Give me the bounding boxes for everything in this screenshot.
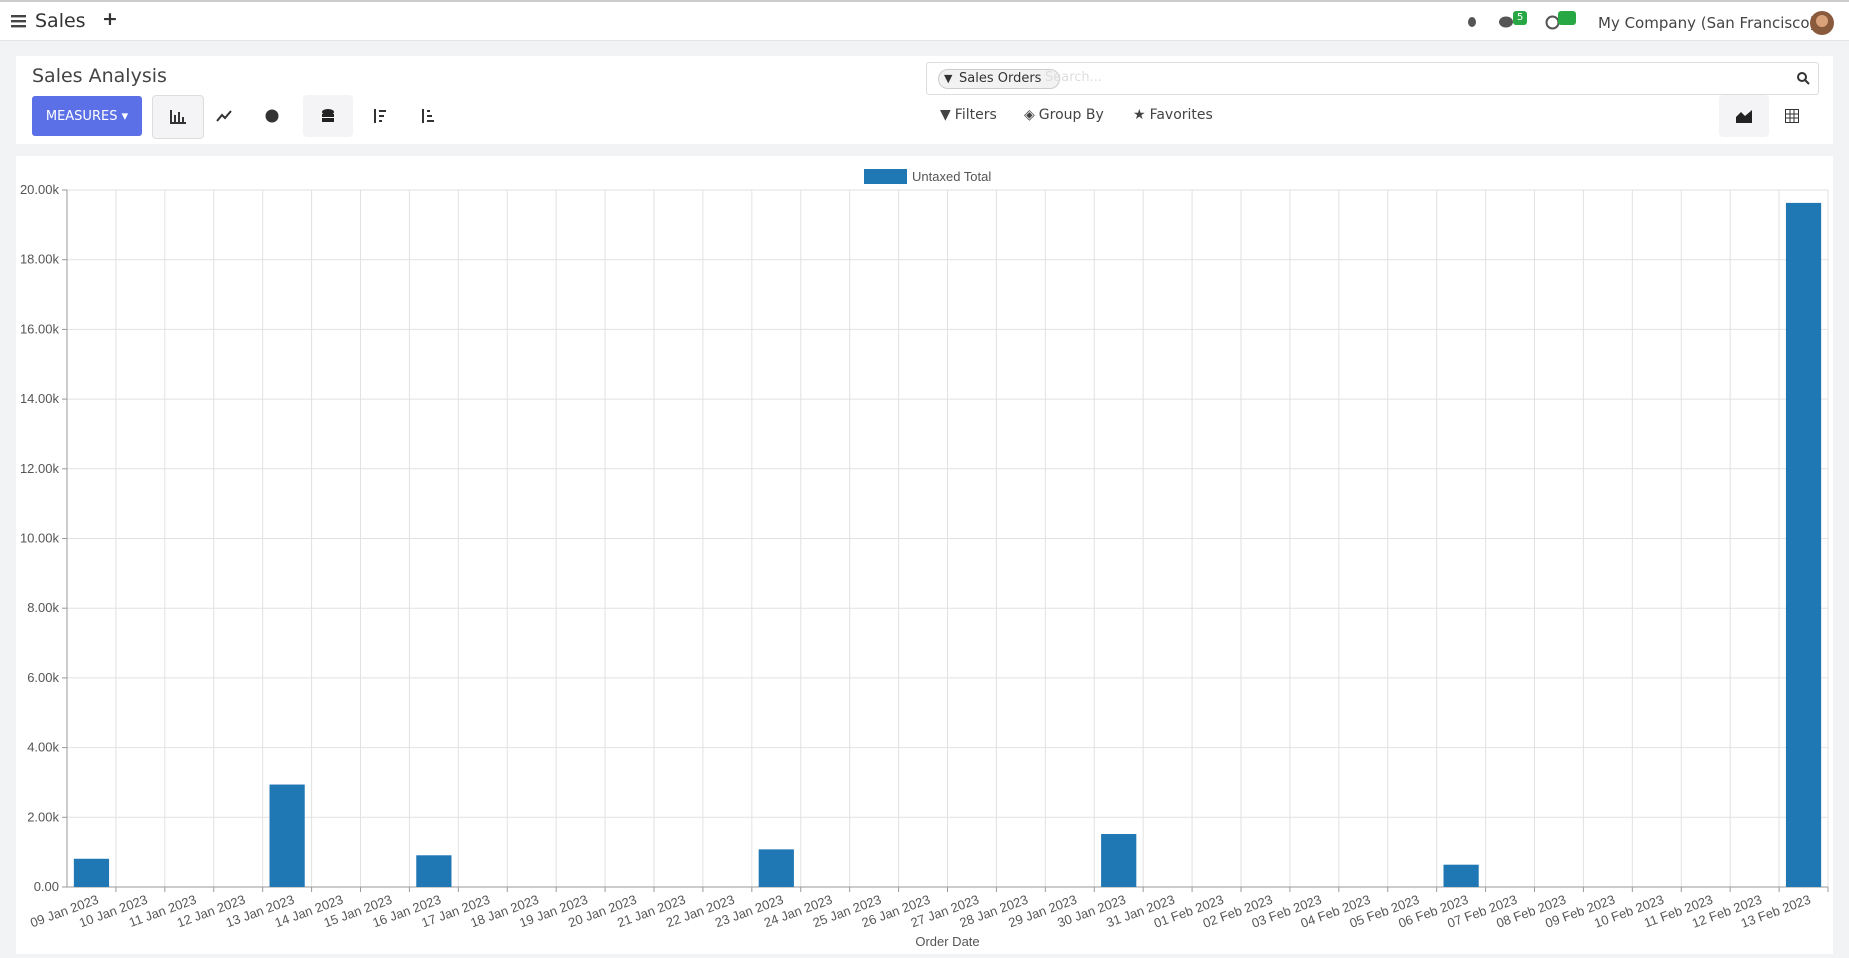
line-chart-button[interactable]: [199, 95, 249, 137]
measures-button[interactable]: MEASURES ▾: [32, 96, 142, 136]
legend-swatch: [864, 169, 907, 184]
search-facet[interactable]: ▼ Sales Orders: [938, 69, 1061, 89]
bar: [269, 784, 305, 887]
sort-asc-button[interactable]: [402, 95, 452, 137]
messages-badge: 5: [1513, 11, 1528, 25]
sort-desc-button[interactable]: [354, 95, 404, 137]
avatar[interactable]: [1810, 11, 1834, 35]
search-placeholder: Search...: [1045, 70, 1103, 85]
x-axis-title: Order Date: [915, 934, 979, 949]
facet-label: Sales Orders: [959, 71, 1042, 86]
bar: [1785, 202, 1822, 887]
y-tick-label: 18.00k: [20, 252, 60, 267]
filters-menu[interactable]: ▼ Filters: [940, 107, 997, 123]
y-tick-label: 2.00k: [27, 809, 59, 824]
y-tick-label: 8.00k: [27, 600, 59, 615]
debug-icon[interactable]: [1466, 15, 1478, 28]
messages-icon[interactable]: [1498, 15, 1516, 30]
new-button[interactable]: +: [102, 8, 118, 30]
bar: [758, 849, 794, 887]
group-by-label: Group By: [1038, 107, 1104, 123]
filters-label: Filters: [954, 107, 997, 123]
y-tick-label: 10.00k: [20, 531, 60, 546]
measures-label: MEASURES: [45, 108, 118, 124]
view-title: Sales Analysis: [32, 65, 167, 87]
graph-view-button[interactable]: [1719, 95, 1769, 137]
y-tick-label: 6.00k: [27, 670, 59, 685]
control-panel: Sales Analysis MEASURES ▾ ▼ Sales Orders …: [16, 56, 1833, 144]
app-name[interactable]: Sales: [35, 10, 86, 32]
menu-icon[interactable]: [11, 14, 26, 28]
favorites-menu[interactable]: ★ Favorites: [1133, 107, 1213, 123]
bar: [416, 855, 452, 887]
company-switcher[interactable]: My Company (San Francisco): [1598, 14, 1816, 32]
pie-chart-button[interactable]: [247, 95, 297, 137]
chart: 0.00 2.00k 4.00k 6.00k 8.00k 10.00k 12.00k 14.0…: [16, 156, 1833, 954]
bar: [73, 858, 110, 887]
y-tick-label: 16.00k: [20, 321, 60, 336]
favorites-label: Favorites: [1149, 107, 1213, 123]
y-tick-label: 20.00k: [20, 182, 60, 197]
navbar: Sales + 5 My Company (San Francisco): [0, 0, 1849, 41]
bar-chart-button[interactable]: [152, 95, 204, 139]
activity-badge: [1558, 11, 1576, 25]
group-by-menu[interactable]: ◈ Group By: [1024, 107, 1104, 123]
facet-filter-icon: ▼: [944, 72, 953, 85]
y-tick-label: 0.00: [34, 879, 59, 894]
search-icon[interactable]: [1797, 72, 1810, 85]
search-bar[interactable]: ▼ Sales Orders Search...: [926, 62, 1819, 95]
y-tick-label: 12.00k: [20, 461, 60, 476]
pivot-view-button[interactable]: [1767, 95, 1817, 137]
bar: [1101, 834, 1137, 887]
bar: [1443, 864, 1479, 887]
stacked-button[interactable]: [303, 95, 353, 137]
y-tick-label: 4.00k: [27, 740, 59, 755]
legend-label: Untaxed Total: [912, 169, 991, 184]
y-tick-label: 14.00k: [20, 391, 60, 406]
